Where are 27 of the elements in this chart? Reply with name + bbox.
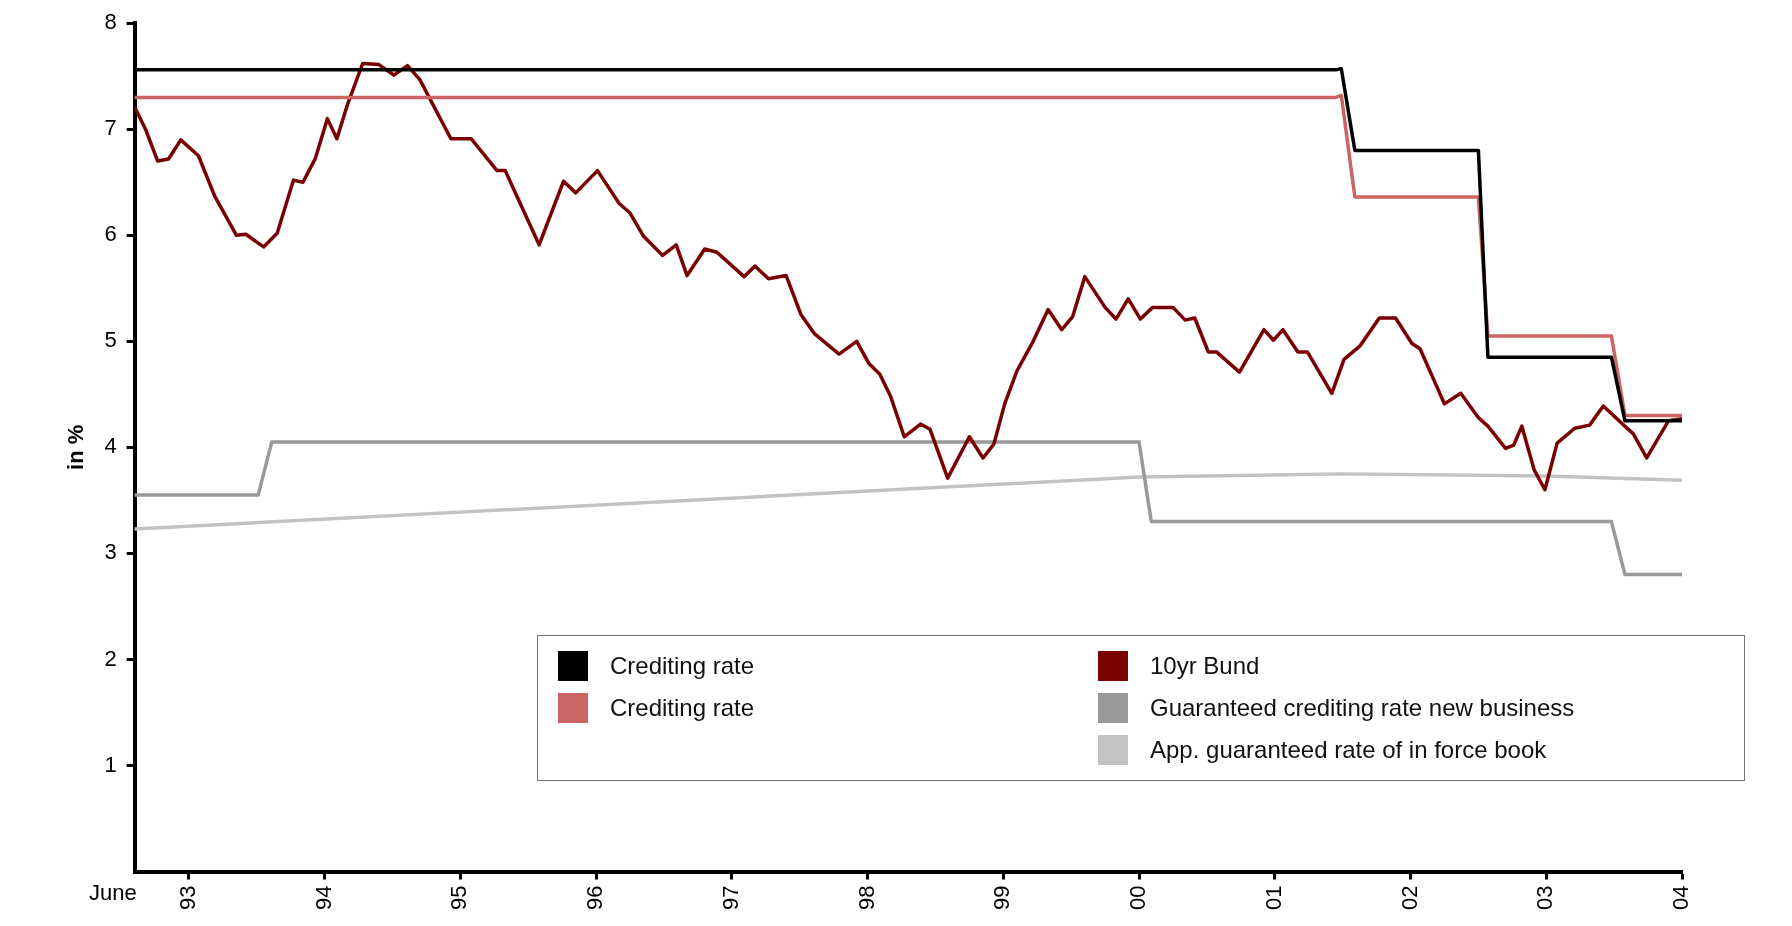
x-tick-label: 02 <box>1396 885 1422 911</box>
y-tick-label: 1 <box>104 751 117 777</box>
y-axis-title: in % <box>63 424 89 470</box>
y-tick-label: 7 <box>104 115 117 141</box>
x-tick-label: 96 <box>582 885 608 911</box>
x-tick-label: 95 <box>446 885 472 911</box>
x-tick-label: 93 <box>174 885 200 911</box>
y-tick-label: 8 <box>104 9 117 35</box>
x-tick-label: 97 <box>717 885 743 911</box>
x-tick-label: 01 <box>1260 885 1286 911</box>
legend-label: Guaranteed crediting rate new business <box>1150 694 1575 722</box>
legend-label: Crediting rate <box>610 652 755 680</box>
x-tick-label: 99 <box>989 885 1015 911</box>
x-axis-title: June <box>88 880 137 906</box>
legend-label: Crediting rate <box>610 694 755 722</box>
legend-label: 10yr Bund <box>1150 652 1260 680</box>
x-tick-label: 04 <box>1668 885 1694 911</box>
x-tick-label: 03 <box>1532 885 1558 911</box>
y-tick-label: 5 <box>104 327 117 353</box>
x-tick-label: 98 <box>853 885 879 911</box>
y-tick-label: 2 <box>104 645 117 671</box>
y-tick-label: 4 <box>104 433 117 459</box>
x-tick-label: 00 <box>1125 885 1151 911</box>
y-tick-label: 3 <box>104 539 117 565</box>
legend-label: App. guaranteed rate of in force book <box>1150 736 1547 764</box>
y-tick-label: 6 <box>104 221 117 247</box>
x-tick-label: 94 <box>310 885 336 911</box>
